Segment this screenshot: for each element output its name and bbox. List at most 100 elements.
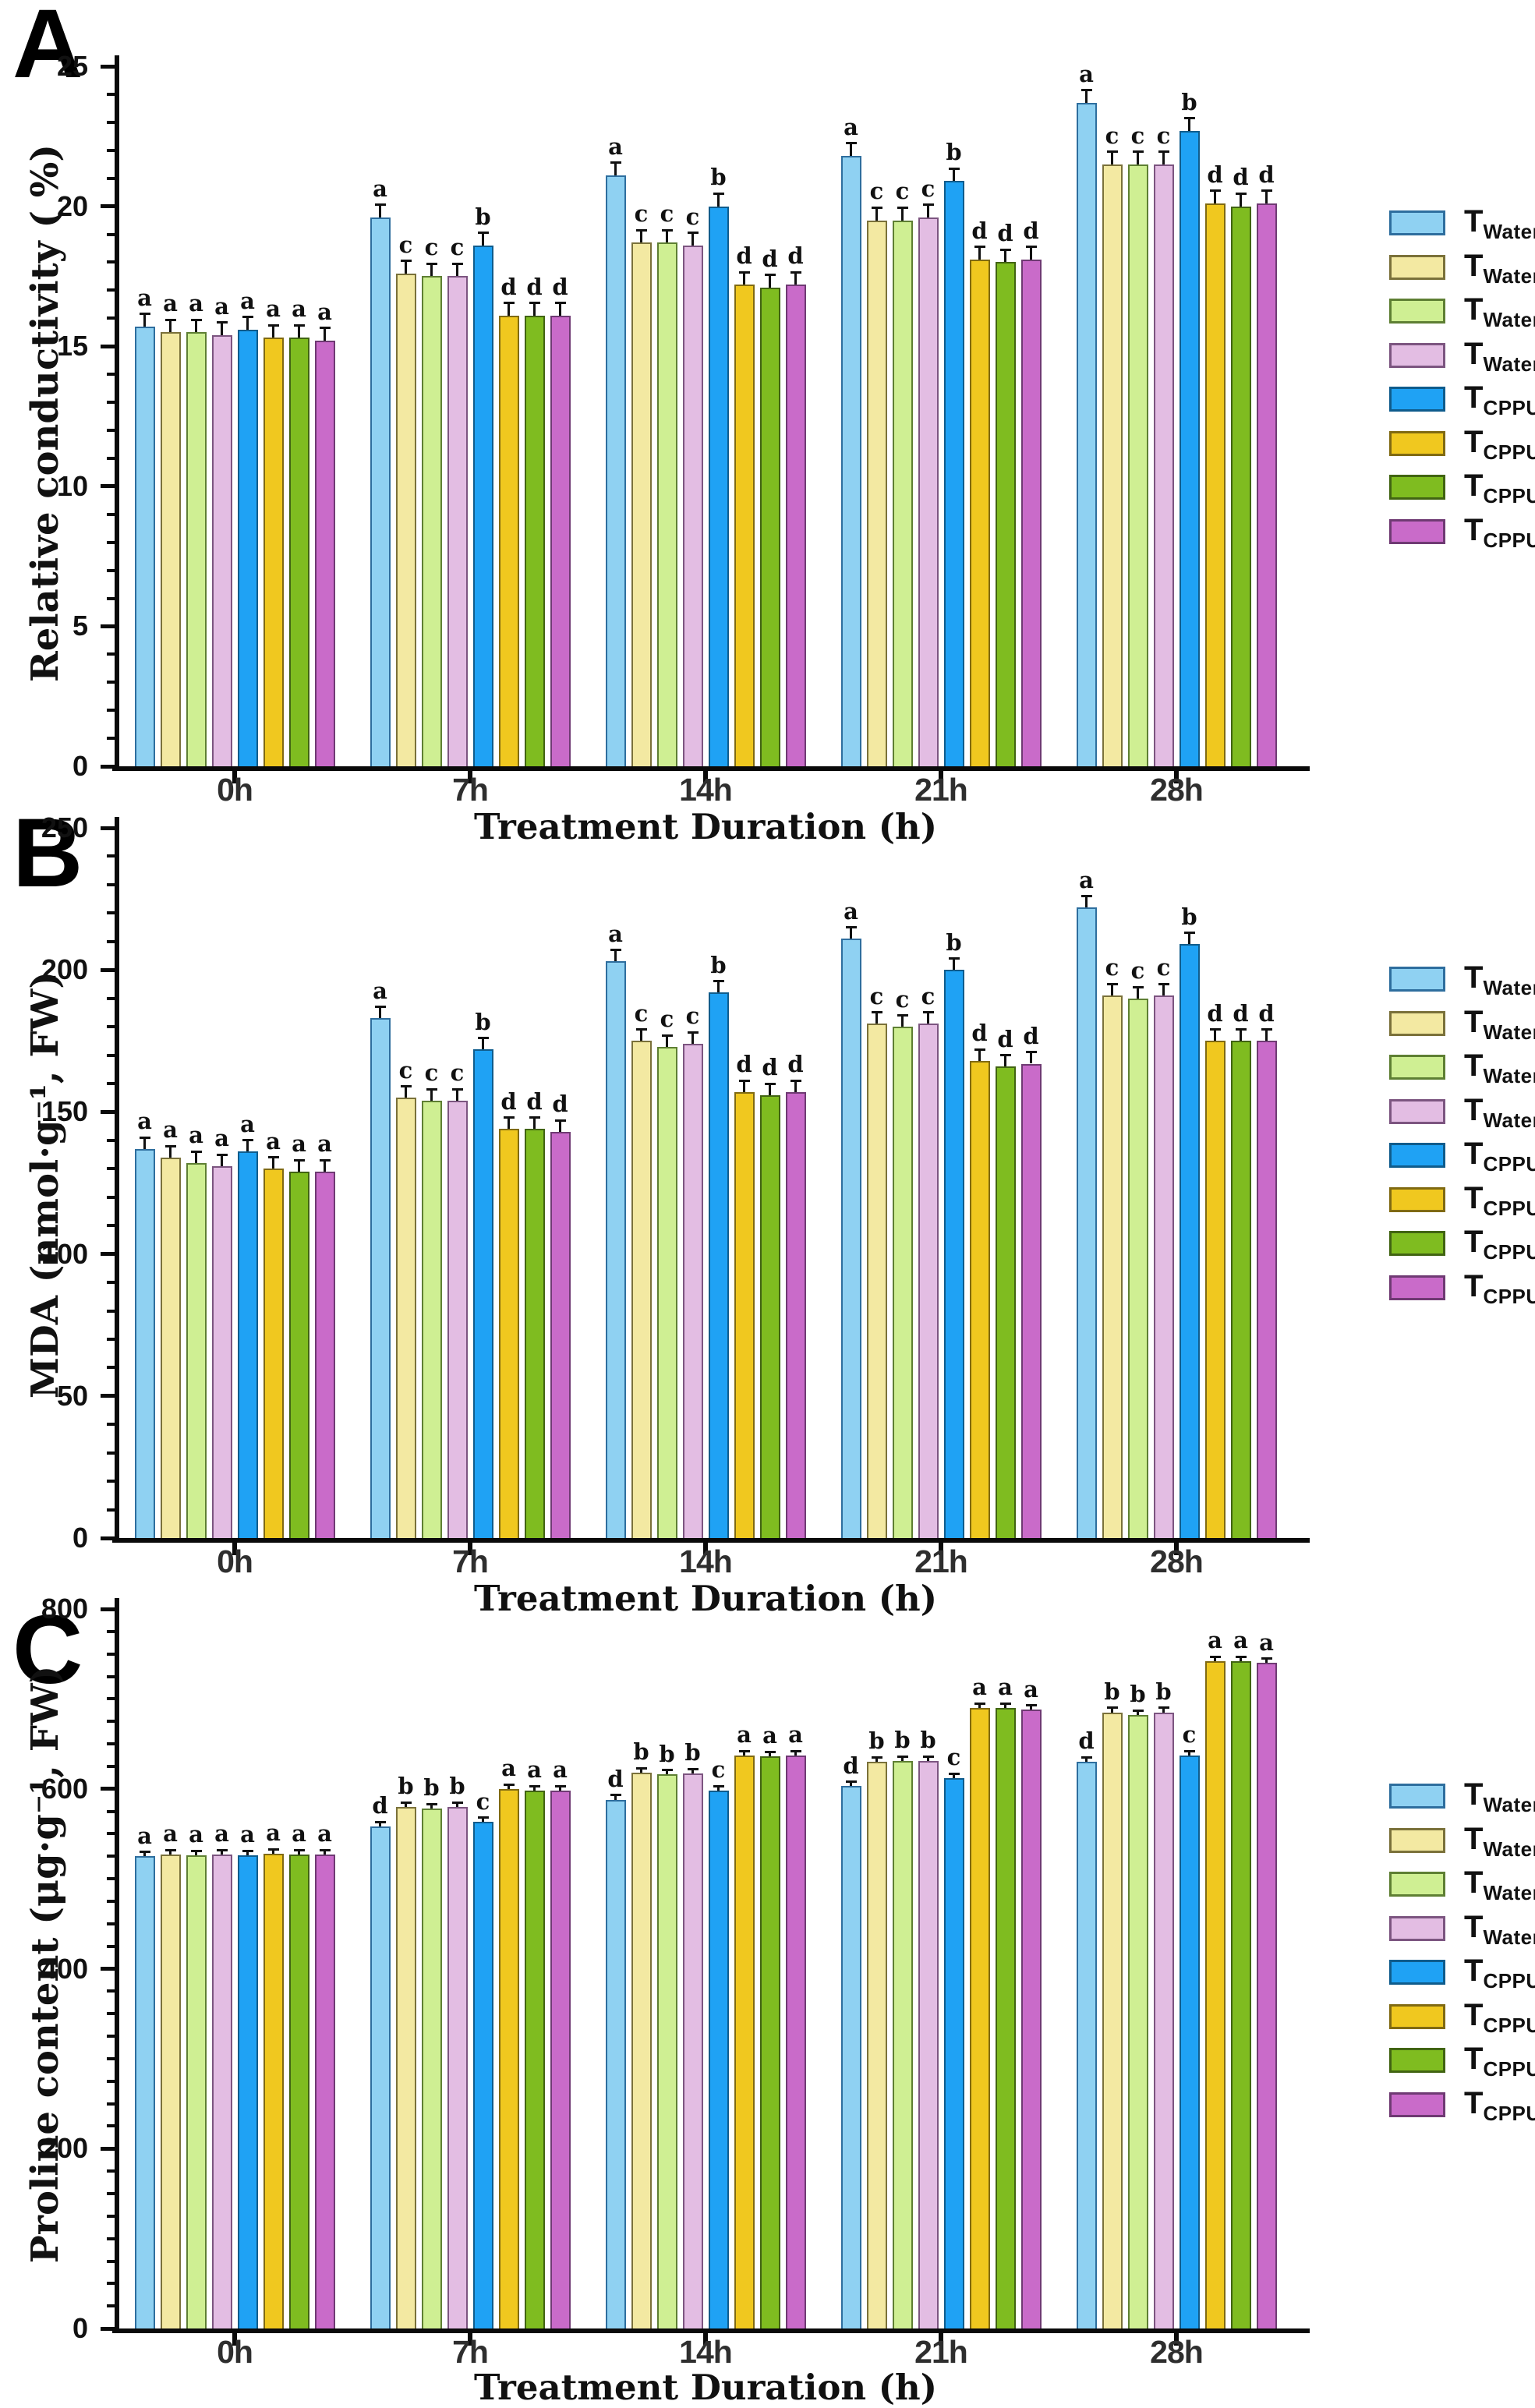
error-bar-stem [1004,249,1006,263]
error-bar-cap [635,1766,647,1770]
x-tick [703,771,708,783]
legend-label-water-oe3: TWater/OE3 [1464,1094,1535,1132]
sig-letter: d [762,1054,778,1080]
sig-letter: d [787,242,804,269]
error-bar-cap [871,1756,882,1759]
bar-water-wt-7h [370,1018,391,1540]
error-bar-stem [875,207,878,221]
y-minor-tick [107,2169,115,2173]
legend-label-sub: Water/OE2 [1483,308,1535,331]
y-minor-tick [107,854,115,858]
legend-label-cppu-oe1: TCPPU/OE1 [1464,1997,1535,2037]
y-minor-tick [107,2035,115,2038]
legend-label-water-oe1: TWater/OE1 [1464,248,1535,288]
error-bar-cap [529,1116,540,1119]
error-bar-cap [845,926,857,928]
legend-swatch-cppu-oe3 [1389,518,1445,544]
error-bar-cap [1081,895,1092,897]
error-bar-cap [610,161,621,164]
bar-cppu-wt-21h [943,1777,964,2330]
y-tick-label: 50 [56,1379,88,1412]
error-bar-cap [293,1848,305,1851]
bar-cppu-wt-21h [943,181,964,768]
sig-letter: b [1104,1678,1120,1705]
error-bar-stem [691,232,694,246]
y-minor-tick [107,148,115,152]
y-minor-tick [107,512,115,516]
error-bar-stem [246,316,249,330]
error-bar-cap [1132,150,1144,154]
legend-label-main: T [1464,1180,1484,1215]
y-minor-tick [107,1025,115,1029]
error-bar-stem [794,1751,797,1756]
sig-letter: d [1258,999,1275,1027]
error-bar-cap [1261,1657,1272,1660]
bar-cppu-wt-0h [237,329,258,768]
legend-swatch-water-oe2 [1389,1872,1445,1897]
error-bar-stem [927,204,929,217]
error-bar-cap [451,1801,463,1804]
y-minor-tick [107,652,115,656]
bar-cppu-oe1-28h [1204,1041,1226,1540]
y-axis-line [115,817,119,1543]
error-bar-cap [974,1702,985,1705]
error-bar-stem [666,1035,668,1047]
legend-label-sub: CPPU/WT [1483,396,1535,419]
sig-letter: b [633,1738,649,1766]
error-bar-cap [948,1772,960,1775]
bar-water-oe3-7h [447,1806,468,2330]
error-bar-cap [426,1087,437,1091]
sig-letter: a [1233,1627,1248,1654]
sig-letter: c [869,982,884,1010]
x-tick [468,1543,472,1555]
bar-cppu-oe3-14h [785,1756,806,2330]
bar-cppu-oe2-7h [524,315,545,768]
legend-label-main: T [1464,248,1484,283]
legend-swatch-water-oe1 [1389,1010,1445,1036]
sig-letter: c [450,1059,465,1087]
sig-letter: d [1233,999,1249,1027]
legend-label-main: T [1464,1048,1484,1083]
sig-letter: a [163,290,178,317]
x-axis-title: Treatment Duration (h) [473,2367,938,2408]
sig-letter: c [946,1744,961,1771]
sig-letter: d [500,273,517,300]
y-tick-label: 25 [56,50,88,82]
sig-letter: c [424,1059,439,1087]
sig-letter: d [1207,999,1223,1027]
bar-cppu-oe3-7h [550,1791,571,2330]
y-tick-label: 0 [72,750,88,782]
error-bar-stem [614,949,617,962]
legend-label-sub: CPPU/OE2 [1483,2057,1535,2081]
legend-label-main: T [1464,1997,1484,2032]
bar-cppu-oe3-21h [1020,259,1042,768]
error-bar-stem [1265,190,1268,203]
error-bar-stem [1265,1029,1268,1041]
sig-letter: b [475,203,491,230]
error-bar-stem [405,1802,407,1807]
y-minor-tick [107,1855,115,1858]
error-bar-cap [999,248,1011,251]
sig-letter: a [1024,1675,1038,1703]
y-minor-tick [107,939,115,943]
legend-label-sub: Water/OE1 [1483,263,1535,288]
bar-cppu-oe1-21h [969,1060,990,1540]
bar-water-oe3-21h [918,1024,939,1540]
y-minor-tick [107,1423,115,1427]
legend-label-cppu-wt: TCPPU/WT [1464,1955,1535,1993]
error-bar-cap [635,1028,647,1031]
y-tick-label: 5 [72,610,88,642]
sig-letter: d [762,245,778,272]
error-bar-cap [764,274,776,277]
sig-letter: b [475,1008,491,1035]
error-bar-stem [640,1768,642,1773]
y-tick-label: 800 [41,1593,88,1625]
error-bar-cap [999,1054,1011,1056]
legend-label-sub: Water/OE3 [1483,1108,1535,1132]
y-minor-tick [107,1508,115,1512]
error-bar-cap [790,1749,801,1752]
sig-letter: b [659,1740,675,1767]
bar-cppu-oe1-14h [734,1091,755,1540]
error-bar-stem [1265,1658,1268,1664]
y-minor-tick [107,401,115,404]
